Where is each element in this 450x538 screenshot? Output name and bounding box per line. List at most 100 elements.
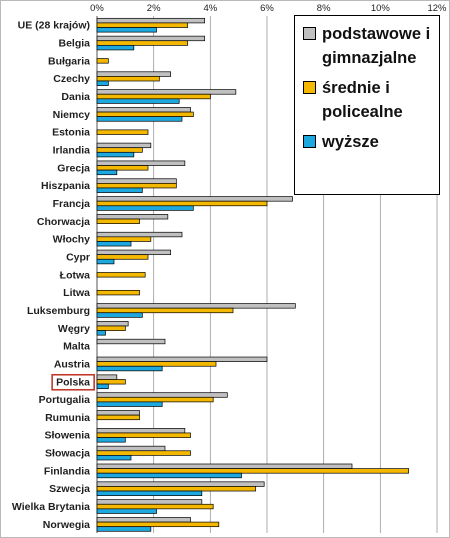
legend-label-wyzsze: wyższe — [322, 133, 379, 151]
bar-0-20 — [96, 374, 118, 380]
bar-1-13 — [96, 254, 149, 260]
bar-0-9 — [96, 178, 177, 184]
bar-0-28 — [96, 517, 191, 523]
x-tick-label-5: 10% — [371, 3, 391, 14]
bar-2-0 — [96, 27, 157, 33]
category-label-19: Austria — [54, 358, 90, 370]
bar-2-19 — [96, 365, 163, 372]
bar-0-10 — [96, 196, 293, 202]
bar-1-22 — [96, 414, 140, 421]
bar-1-11 — [96, 218, 140, 224]
category-label-1: Belgia — [58, 38, 90, 50]
bar-2-20 — [96, 383, 109, 390]
bar-1-17 — [96, 325, 126, 331]
bar-1-19 — [96, 361, 217, 367]
bar-1-1 — [96, 40, 189, 46]
category-label-24: Słowacja — [45, 448, 90, 460]
category-label-6: Estonia — [52, 127, 90, 139]
legend-swatch-podstawowe — [303, 27, 316, 40]
bar-2-9 — [96, 187, 143, 193]
bar-0-25 — [96, 463, 353, 469]
bar-1-23 — [96, 432, 191, 438]
bar-1-16 — [96, 307, 234, 314]
category-label-11: Chorwacja — [37, 216, 90, 228]
bar-2-4 — [96, 98, 180, 104]
bar-2-23 — [96, 437, 126, 443]
category-label-0: UE (28 krajów) — [18, 20, 90, 32]
category-label-9: Hiszpania — [41, 180, 90, 192]
legend-item-podstawowe: podstawowe i gimnazjalne — [303, 22, 433, 70]
bar-2-26 — [96, 490, 203, 496]
category-label-22: Rumunia — [45, 412, 90, 424]
category-label-2: Bułgaria — [48, 55, 90, 67]
bar-0-8 — [96, 160, 186, 166]
category-label-17: Węgry — [58, 323, 90, 335]
bar-2-8 — [96, 169, 118, 176]
bar-0-5 — [96, 107, 191, 113]
legend-item-wyzsze: wyższe — [303, 130, 433, 154]
legend-item-srednie: średnie i policealne — [303, 76, 433, 124]
category-label-23: Słowenia — [44, 430, 90, 442]
bar-1-12 — [96, 236, 152, 242]
bar-2-12 — [96, 241, 132, 247]
highlight-box-polska — [51, 373, 95, 391]
category-label-16: Luksemburg — [27, 305, 90, 317]
bar-1-6 — [96, 129, 149, 135]
bar-0-3 — [96, 71, 172, 77]
bar-1-21 — [96, 396, 214, 403]
bar-2-24 — [96, 455, 132, 461]
bar-1-5 — [96, 111, 194, 118]
legend-swatch-srednie — [303, 81, 316, 94]
bar-1-9 — [96, 183, 177, 189]
bar-2-17 — [96, 330, 106, 336]
bar-1-7 — [96, 147, 143, 153]
x-tick-label-6: 12% — [427, 3, 447, 14]
bar-2-25 — [96, 472, 242, 479]
chart-legend: podstawowe i gimnazjalne średnie i polic… — [294, 15, 440, 195]
bar-1-2 — [96, 58, 109, 64]
bar-0-24 — [96, 445, 166, 452]
category-label-8: Grecja — [57, 162, 90, 174]
bar-0-18 — [96, 338, 166, 345]
legend-label-podstawowe: podstawowe i gimnazjalne — [322, 25, 431, 67]
bar-2-28 — [96, 526, 152, 532]
bar-1-25 — [96, 468, 410, 474]
bar-0-12 — [96, 231, 183, 238]
bar-2-13 — [96, 258, 115, 265]
bar-1-14 — [96, 272, 146, 278]
x-tick-label-0: 0% — [90, 3, 104, 14]
x-tick-label-3: 6% — [260, 3, 274, 14]
bar-2-3 — [96, 80, 109, 86]
bar-0-11 — [96, 214, 169, 220]
bar-1-27 — [96, 503, 214, 510]
category-label-3: Czechy — [53, 73, 90, 85]
category-label-20: Polska — [56, 376, 90, 388]
legend-label-srednie: średnie i policealne — [322, 79, 403, 121]
bar-0-17 — [96, 321, 129, 327]
bar-0-0 — [96, 17, 206, 24]
category-label-5: Niemcy — [53, 109, 91, 121]
category-label-10: Francja — [53, 198, 91, 210]
bar-0-21 — [96, 392, 228, 398]
bar-0-7 — [96, 142, 152, 149]
bar-2-10 — [96, 205, 194, 211]
bar-2-21 — [96, 401, 163, 407]
bar-1-20 — [96, 379, 126, 385]
x-tick-label-2: 4% — [203, 3, 217, 14]
bar-1-26 — [96, 486, 257, 492]
bar-0-13 — [96, 249, 172, 256]
bar-0-22 — [96, 410, 140, 416]
category-label-14: Łotwa — [60, 269, 90, 281]
category-label-12: Włochy — [53, 234, 90, 246]
bar-1-10 — [96, 200, 268, 207]
bar-2-16 — [96, 312, 143, 318]
bar-1-24 — [96, 450, 191, 456]
bar-0-23 — [96, 428, 186, 434]
bar-0-26 — [96, 481, 265, 487]
bar-1-8 — [96, 165, 149, 171]
category-label-4: Dania — [61, 91, 90, 103]
category-label-26: Szwecja — [49, 483, 90, 495]
category-label-7: Irlandia — [53, 145, 91, 157]
bar-2-5 — [96, 116, 183, 122]
bar-1-15 — [96, 289, 140, 296]
